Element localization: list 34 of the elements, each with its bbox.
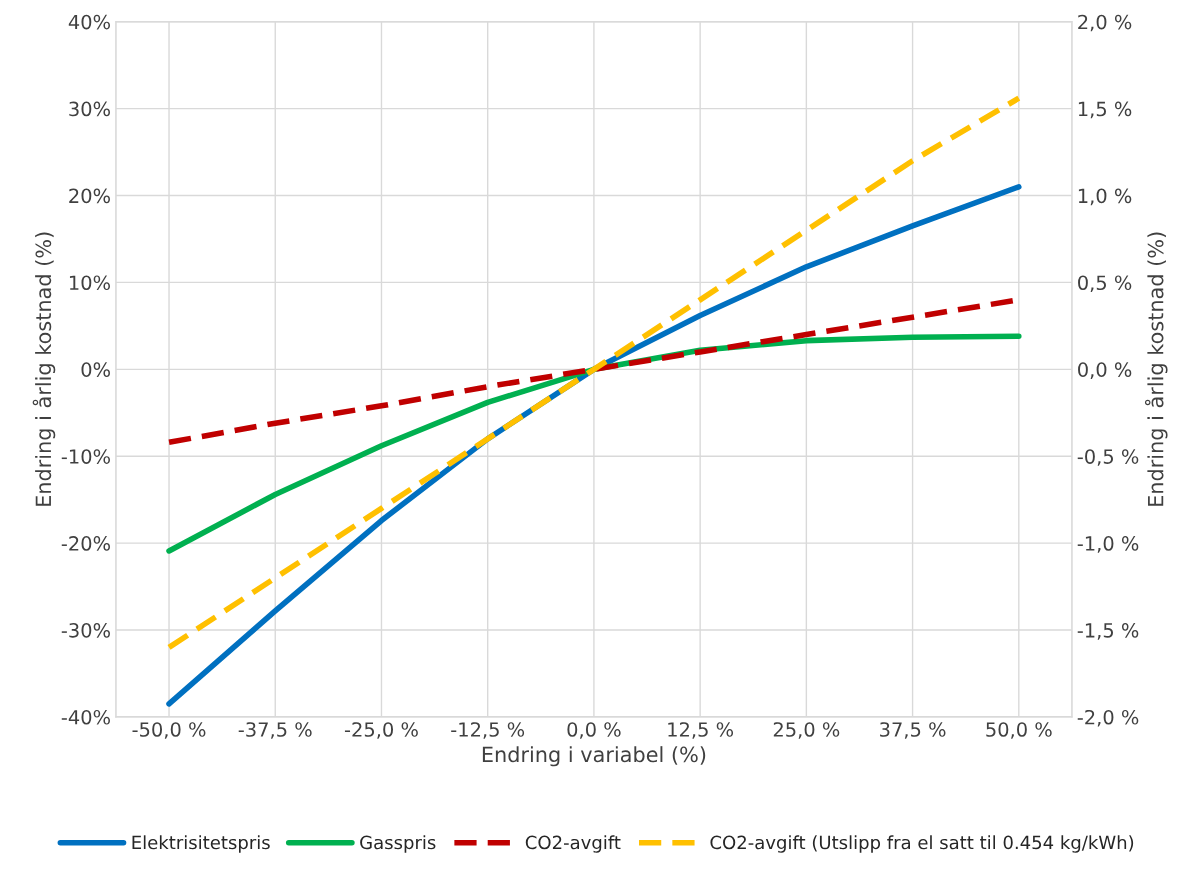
legend-label: CO2-avgift bbox=[525, 835, 621, 853]
y-tick-label: -20% bbox=[61, 536, 110, 551]
y-tick-label: -40% bbox=[61, 709, 110, 725]
y-tick-label: 30% bbox=[69, 101, 110, 117]
y-tick-label: -10% bbox=[61, 449, 110, 464]
x-tick-label: 37,5 % bbox=[880, 722, 946, 739]
y-tick-label: -30% bbox=[61, 622, 110, 638]
x-tick-label: 50,0 % bbox=[986, 722, 1052, 739]
x-tick-label: -12,5 % bbox=[451, 722, 525, 739]
y2-tick-label: -0,5 % bbox=[1077, 449, 1139, 466]
y2-tick-label: 1,0 % bbox=[1078, 188, 1132, 206]
y2-tick-label: -1,0 % bbox=[1077, 536, 1139, 553]
x-tick-label: 25,0 % bbox=[773, 722, 840, 739]
y2-tick-label: 0,5 % bbox=[1078, 275, 1132, 293]
legend-label: CO2-avgift (Utslipp fra el satt til 0.454 kg/kWh) bbox=[710, 835, 1134, 853]
y-tick-label: 20% bbox=[69, 188, 110, 204]
x-tick-label: -37,5 % bbox=[238, 722, 312, 739]
legend-label: Elektrisitetspris bbox=[132, 835, 270, 853]
y2-tick-label: -1,5 % bbox=[1077, 622, 1139, 640]
y2-tick-label: -2,0 % bbox=[1077, 709, 1139, 727]
x-tick-label: 12,5 % bbox=[668, 722, 734, 739]
y2-axis-title: Endring i årlig kostnad (%) bbox=[1144, 232, 1168, 506]
y-tick-label: 0% bbox=[81, 362, 110, 377]
y2-tick-label: 1,5 % bbox=[1078, 101, 1132, 119]
y-tick-label: 10% bbox=[69, 275, 110, 291]
x-tick-label: -50,0 % bbox=[132, 722, 206, 739]
x-tick-label: -25,0 % bbox=[344, 722, 418, 739]
y2-tick-label: 0,0 % bbox=[1078, 362, 1132, 379]
y2-tick-label: 2,0 % bbox=[1078, 14, 1132, 32]
y-axis-title: Endring i årlig kostnad (%) bbox=[32, 232, 56, 506]
y-tick-label: 40% bbox=[68, 14, 110, 30]
x-axis-title: Endring i variabel (%) bbox=[482, 746, 706, 767]
x-tick-label: 0,0 % bbox=[567, 722, 621, 739]
legend-label: Gasspris bbox=[360, 835, 436, 853]
